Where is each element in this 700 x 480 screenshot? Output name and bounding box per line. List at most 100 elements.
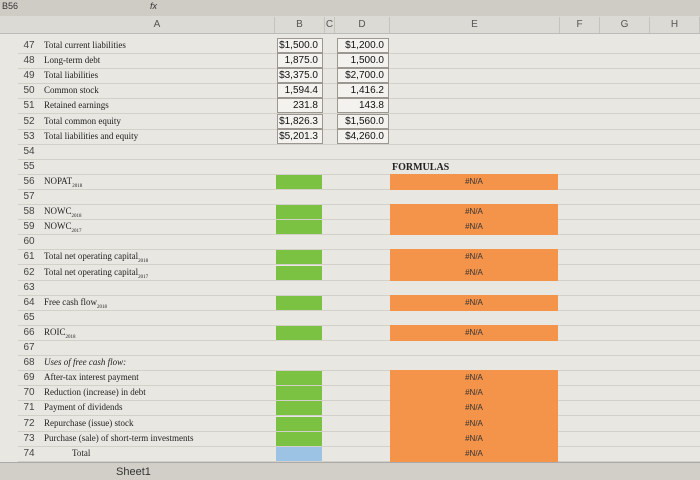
row-number[interactable]: 47 <box>23 40 35 51</box>
formula-result: #N/A <box>465 222 483 232</box>
row-number[interactable]: 64 <box>23 296 35 308</box>
input-cell[interactable] <box>276 265 322 280</box>
row-label: Long-term debt <box>44 53 100 68</box>
row-label: Repurchase (issue) stock <box>44 416 133 431</box>
fx-button[interactable]: fx <box>150 1 158 11</box>
formula-cell[interactable] <box>390 445 558 462</box>
input-cell[interactable] <box>276 386 322 401</box>
row-number[interactable]: 71 <box>23 402 35 414</box>
row-number[interactable]: 72 <box>23 417 35 429</box>
row-number[interactable]: 58 <box>23 206 35 218</box>
name-box[interactable]: B56 <box>2 1 19 11</box>
input-cell[interactable] <box>276 250 322 265</box>
cell-d[interactable]: $2,700.0 <box>337 68 389 84</box>
input-cell[interactable] <box>276 325 322 340</box>
formula-cell[interactable] <box>390 204 558 221</box>
input-cell[interactable] <box>276 401 322 416</box>
formula-cell[interactable] <box>390 370 558 387</box>
column-header[interactable]: D <box>335 17 390 33</box>
row-number[interactable]: 49 <box>23 70 35 82</box>
input-cell[interactable] <box>276 446 322 461</box>
formula-cell[interactable] <box>390 173 558 190</box>
row-number[interactable]: 59 <box>23 221 35 233</box>
formula-result: #N/A <box>465 176 483 186</box>
row-number[interactable]: 61 <box>23 251 35 263</box>
row-number[interactable]: 68 <box>23 357 35 369</box>
cell-b[interactable]: $5,201.3 <box>277 128 323 144</box>
cell-b[interactable]: $3,375.0 <box>277 68 323 84</box>
row-number[interactable]: 65 <box>23 311 35 323</box>
input-cell[interactable] <box>276 416 322 431</box>
formula-cell[interactable] <box>390 324 558 341</box>
row-line <box>18 279 700 281</box>
formula-result: #N/A <box>465 388 483 398</box>
formula-cell[interactable] <box>390 430 558 447</box>
cell-d[interactable]: $1,200.0 <box>337 38 389 53</box>
row-number[interactable]: 48 <box>23 55 35 67</box>
label-text: ROIC <box>44 326 66 337</box>
row-number[interactable]: 55 <box>23 160 35 172</box>
row-number[interactable]: 52 <box>23 115 35 127</box>
input-cell[interactable] <box>276 205 322 220</box>
row-number[interactable]: 62 <box>23 266 35 278</box>
cell-b[interactable]: 231.8 <box>277 98 323 114</box>
label-subscript: 2018 <box>96 304 107 310</box>
formula-cell[interactable] <box>390 415 558 432</box>
column-header[interactable]: G <box>600 17 650 33</box>
row-line <box>18 324 700 326</box>
cell-b[interactable]: 1,594.4 <box>277 83 323 99</box>
column-header[interactable]: H <box>650 17 700 33</box>
formula-bar: B56 fx <box>0 0 700 16</box>
row-line <box>18 430 700 432</box>
row-line <box>18 234 700 236</box>
sheet-tab[interactable]: Sheet1 <box>116 466 151 478</box>
input-cell[interactable] <box>276 295 322 310</box>
cell-b[interactable]: $1,500.0 <box>277 38 323 53</box>
row-line <box>18 385 700 387</box>
label-text: After-tax interest payment <box>44 372 139 383</box>
column-header[interactable]: E <box>390 17 560 33</box>
row-number[interactable]: 51 <box>23 100 35 112</box>
row-number[interactable]: 53 <box>23 130 35 142</box>
row-number[interactable]: 66 <box>23 326 35 338</box>
row-number[interactable]: 70 <box>23 387 35 399</box>
input-cell[interactable] <box>276 174 322 189</box>
row-number[interactable]: 69 <box>23 372 35 384</box>
label-subscript: 2018 <box>138 259 149 265</box>
formula-cell[interactable] <box>390 219 558 236</box>
cell-d[interactable]: 1,500.0 <box>337 53 389 69</box>
cell-d[interactable]: 143.8 <box>337 98 389 114</box>
label-text: Total liabilities <box>44 70 99 81</box>
formula-cell[interactable] <box>390 294 558 311</box>
formula-result: #N/A <box>465 327 483 337</box>
cell-b[interactable]: 1,875.0 <box>277 53 323 69</box>
row-number[interactable]: 50 <box>23 85 35 97</box>
row-number[interactable]: 57 <box>23 191 35 202</box>
row-number[interactable]: 67 <box>23 342 35 353</box>
label-text: Total common equity <box>44 115 121 126</box>
formula-cell[interactable] <box>390 385 558 402</box>
row-label: Total liabilities and equity <box>44 129 138 144</box>
column-header[interactable]: B <box>275 17 325 33</box>
row-number[interactable]: 74 <box>23 447 35 459</box>
input-cell[interactable] <box>276 431 322 446</box>
cell-d[interactable]: $1,560.0 <box>337 113 389 129</box>
input-cell[interactable] <box>276 371 322 386</box>
row-number[interactable]: 63 <box>23 281 35 293</box>
row-number[interactable]: 60 <box>23 236 35 248</box>
row-number[interactable]: 54 <box>23 145 35 157</box>
formula-result: #N/A <box>465 267 483 277</box>
column-header[interactable]: A <box>40 17 275 33</box>
cell-d[interactable]: 1,416.2 <box>337 83 389 99</box>
row-number[interactable]: 73 <box>23 432 35 444</box>
cell-b[interactable]: $1,826.3 <box>277 113 323 129</box>
formula-cell[interactable] <box>390 400 558 417</box>
column-header[interactable]: C <box>325 17 335 33</box>
input-cell[interactable] <box>276 220 322 235</box>
row-number[interactable]: 56 <box>23 175 35 187</box>
row-label: Retained earnings <box>44 98 109 113</box>
formula-cell[interactable] <box>390 264 558 281</box>
formula-cell[interactable] <box>390 249 558 266</box>
column-header[interactable]: F <box>560 17 600 33</box>
cell-d[interactable]: $4,260.0 <box>337 128 389 144</box>
